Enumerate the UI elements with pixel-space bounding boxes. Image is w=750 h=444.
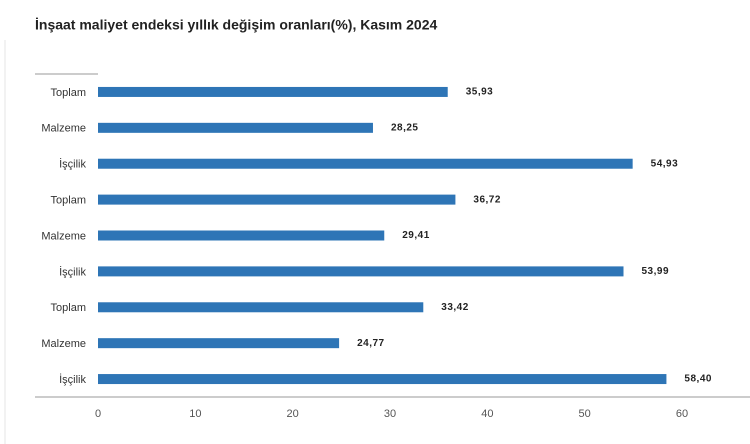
x-tick-label: 0 xyxy=(95,408,101,420)
bar xyxy=(98,194,456,205)
x-tick-label: 30 xyxy=(384,408,396,420)
value-label: 36,72 xyxy=(473,194,501,205)
bar xyxy=(98,158,633,169)
value-label: 33,42 xyxy=(441,302,469,313)
value-label: 24,77 xyxy=(357,338,385,349)
chart-title: İnşaat maliyet endeksi yıllık değişim or… xyxy=(35,17,438,33)
bar xyxy=(98,122,373,133)
bar xyxy=(98,374,667,385)
value-label: 54,93 xyxy=(651,158,679,169)
bar xyxy=(98,302,424,313)
y-tick-label: Toplam xyxy=(51,195,86,207)
y-tick-label: İşçilik xyxy=(59,158,86,171)
bar xyxy=(98,86,448,97)
y-tick-label: İşçilik xyxy=(59,265,86,278)
x-tick-label: 60 xyxy=(676,408,688,420)
bar xyxy=(98,230,385,241)
value-label: 29,41 xyxy=(402,230,430,241)
value-label: 53,99 xyxy=(642,266,670,277)
bar xyxy=(98,338,340,349)
y-tick-label: Malzeme xyxy=(41,123,86,135)
y-tick-label: İşçilik xyxy=(59,373,86,386)
value-label: 35,93 xyxy=(466,87,494,98)
x-tick-label: 50 xyxy=(579,408,591,420)
bar xyxy=(98,266,624,277)
x-tick-label: 20 xyxy=(287,408,299,420)
y-tick-label: Toplam xyxy=(51,87,86,99)
value-label: 58,40 xyxy=(684,374,712,385)
x-tick-label: 40 xyxy=(481,408,493,420)
value-label: 28,25 xyxy=(391,122,419,133)
x-tick-label: 10 xyxy=(189,408,201,420)
y-tick-label: Malzeme xyxy=(41,338,86,350)
y-tick-label: Malzeme xyxy=(41,230,86,242)
y-tick-label: Toplam xyxy=(51,302,86,314)
